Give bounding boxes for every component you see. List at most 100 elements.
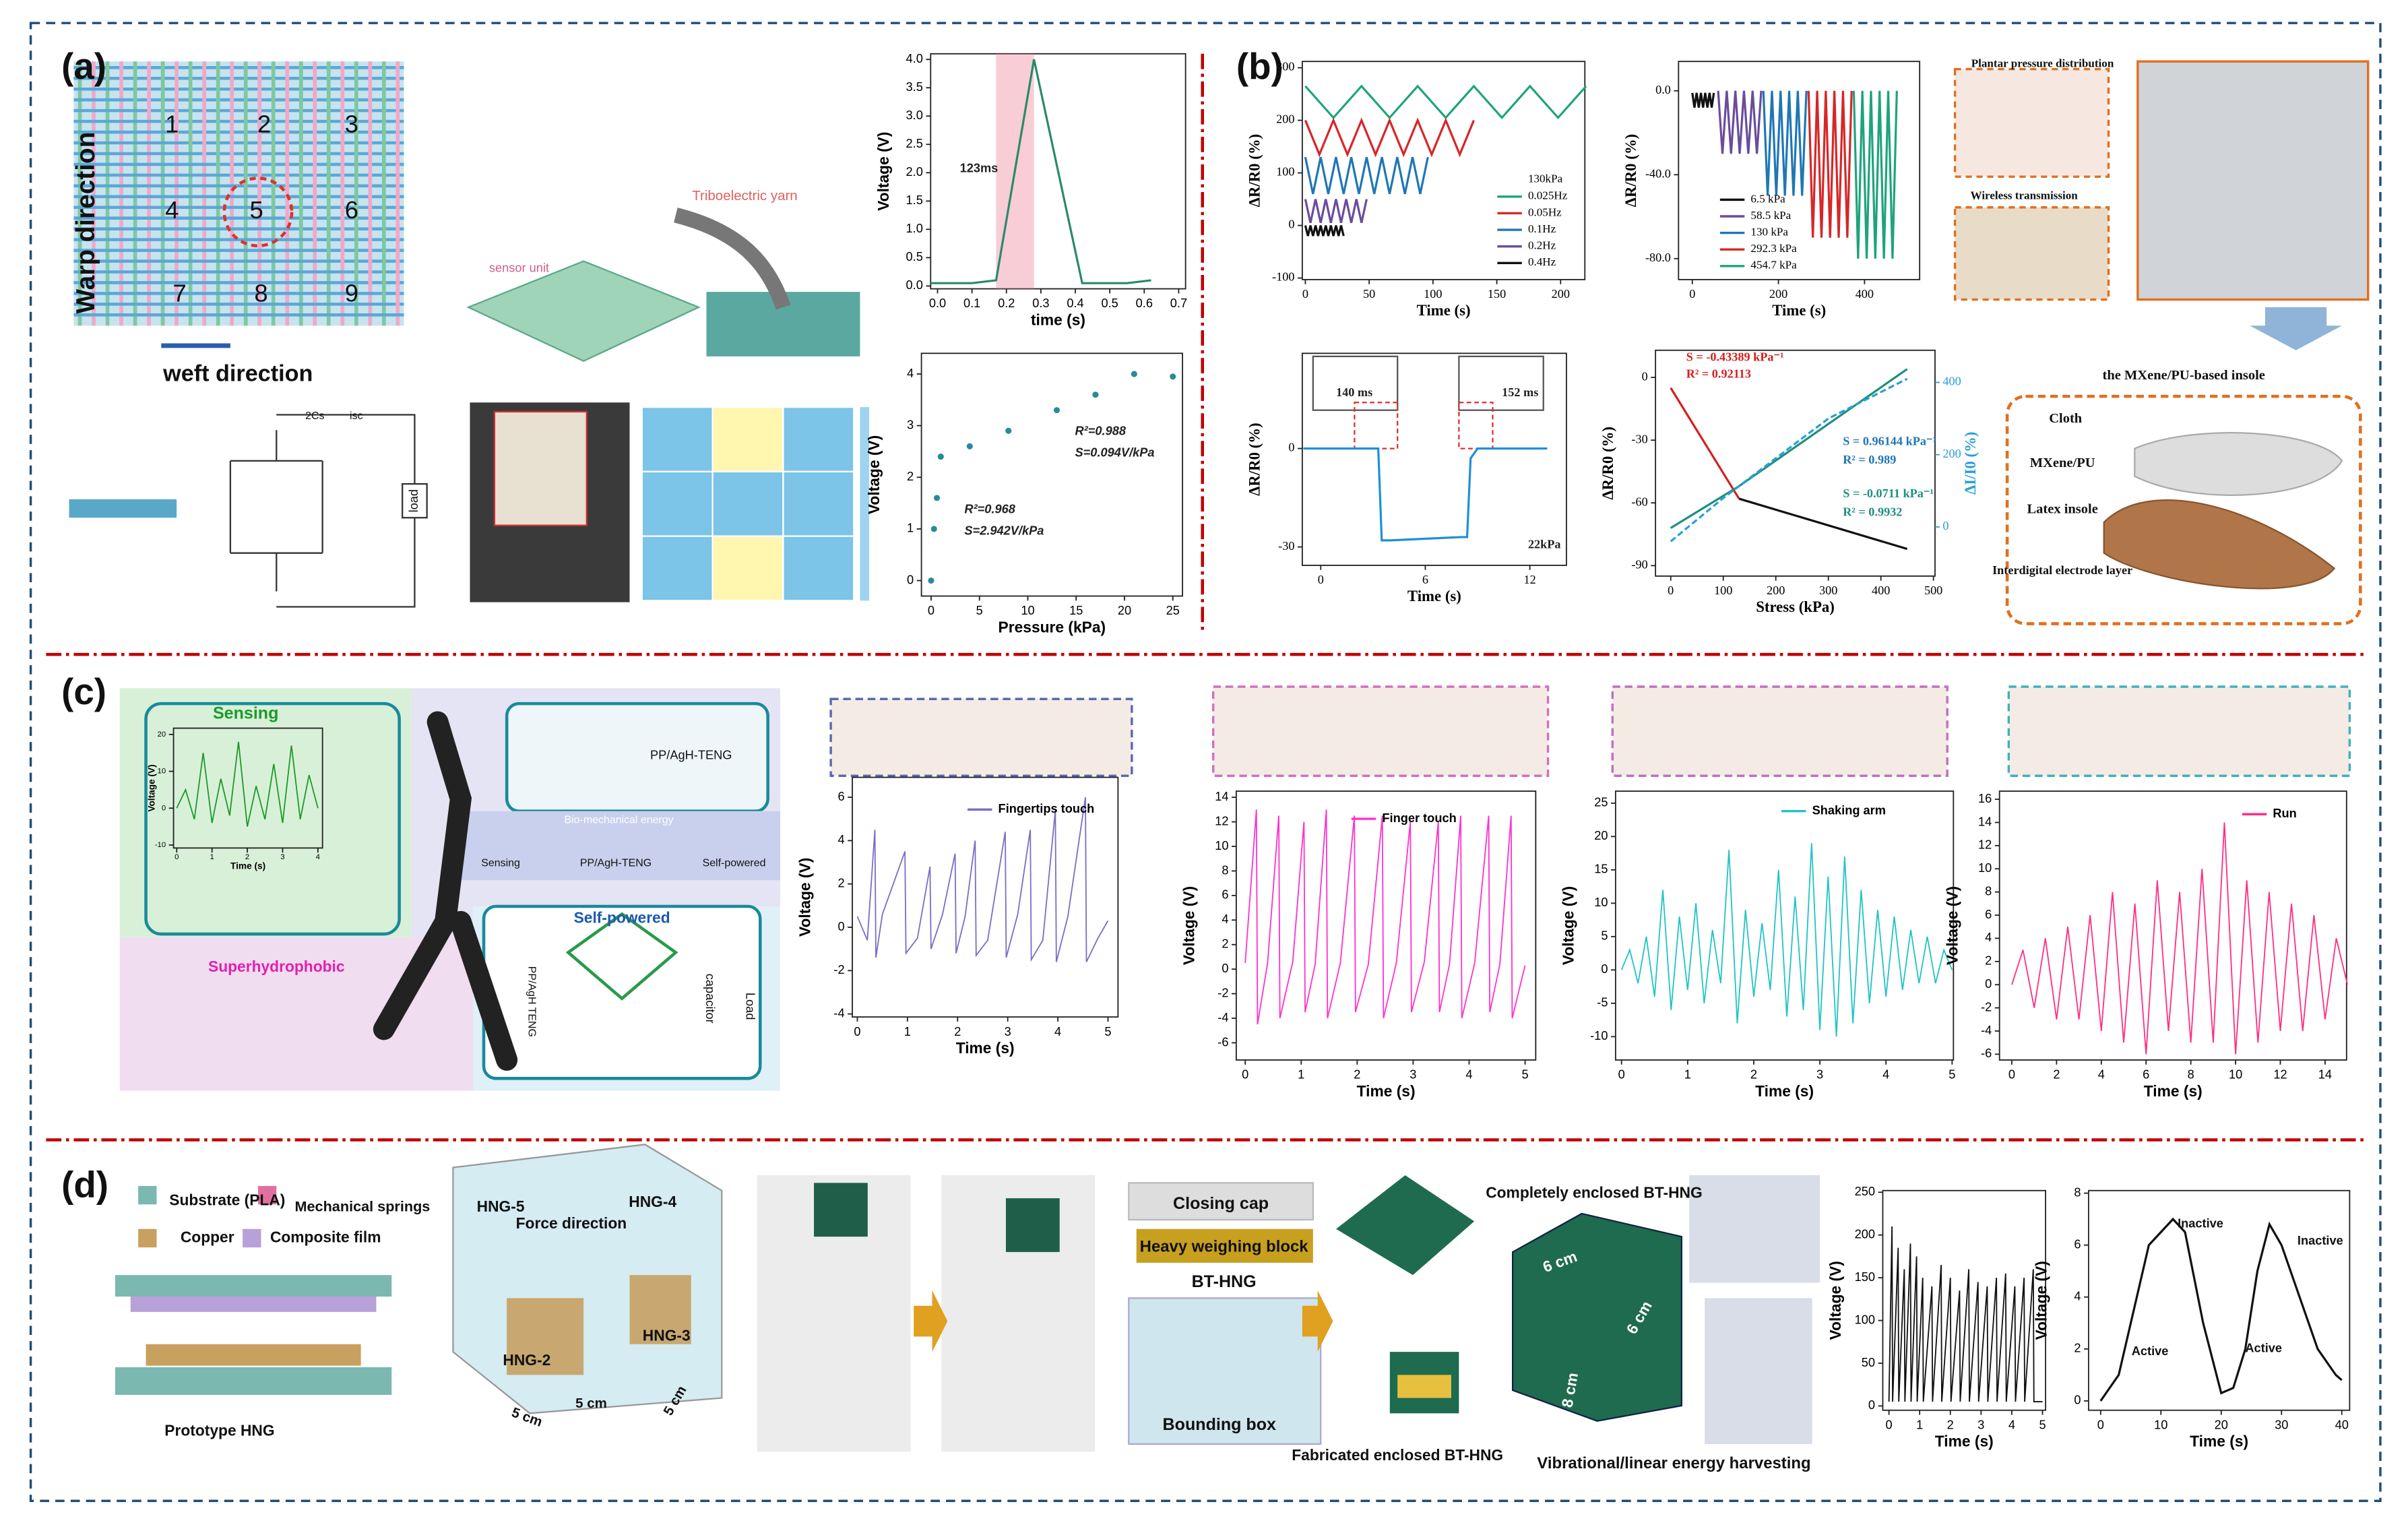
y-tick-label: 10: [1215, 838, 1228, 852]
shape: [1689, 1175, 1820, 1283]
x-tick-label: 20: [1118, 603, 1131, 617]
plot-frame: [1235, 790, 1537, 1061]
y-tick-label: 1.0: [906, 221, 923, 235]
annotation: S = 0.96144 kPa⁻¹: [1843, 435, 1936, 448]
shape: [115, 1275, 392, 1297]
y-tick-label: 0: [1985, 976, 1992, 991]
legend-label: 58.5 kPa: [1750, 209, 1791, 222]
y-axis-label: Voltage (V): [146, 764, 156, 811]
x-tick-label: 200: [1767, 584, 1785, 597]
shape: [69, 499, 177, 518]
y-tick-label: -6: [1981, 1046, 1992, 1060]
y-tick-label: 10: [1594, 895, 1608, 909]
y-tick-label: 6: [837, 789, 844, 803]
y-tick-label: 0: [162, 804, 166, 812]
x-tick-label: 8: [2188, 1067, 2194, 1082]
y-tick-label: 2: [1985, 954, 1992, 968]
x-tick-label: 3: [1409, 1067, 1416, 1082]
y-tick-label: 4: [907, 366, 914, 380]
shape: [138, 1185, 157, 1205]
shape: [782, 535, 855, 602]
shape: [629, 1275, 691, 1344]
shape: [641, 535, 714, 602]
y-tick-label: 6: [2074, 1237, 2081, 1251]
label: isc: [350, 410, 363, 422]
x-tick-label: 150: [1488, 287, 1506, 301]
point: [1170, 373, 1176, 380]
x-tick-label: 15: [1069, 603, 1083, 617]
down-arrow: [2250, 307, 2342, 350]
label: HNG-4: [629, 1193, 676, 1210]
label: Sensing: [213, 704, 278, 723]
x-tick-label: 0: [1886, 1417, 1893, 1431]
shape: [144, 702, 401, 936]
label: PP/AgH TENG: [526, 966, 537, 1037]
series-line: [1620, 843, 1953, 1037]
label: 7: [173, 279, 187, 307]
x-tick-label: 6: [1422, 573, 1428, 586]
label: Force direction: [516, 1214, 627, 1232]
series-line: [2011, 822, 2349, 1055]
panel-label: (b): [1236, 45, 1284, 87]
y-tick-label: -6: [1217, 1034, 1228, 1049]
y-tick-label: 25: [1594, 795, 1608, 809]
label: 6: [345, 196, 358, 224]
y-tick-label: 4: [837, 832, 844, 846]
y2-tick-label: 400: [1942, 375, 1961, 388]
plot-frame: [1655, 349, 1936, 577]
series-line: [1304, 156, 1429, 195]
y-tick-label: 12: [1215, 813, 1228, 828]
x-tick-label: 30: [2275, 1417, 2288, 1431]
y-tick-label: -10: [155, 841, 166, 849]
x-tick-label: 0: [854, 1024, 860, 1038]
x-tick-label: 2: [245, 853, 249, 861]
y-tick-label: 300: [1276, 60, 1294, 73]
x-tick-label: 1: [1916, 1417, 1923, 1431]
series-line: [1852, 90, 1898, 259]
y-tick-label: 2.5: [906, 136, 923, 150]
legend-label: 6.5 kPa: [1750, 192, 1785, 205]
label: HNG-5: [477, 1197, 525, 1215]
annotation: Inactive: [2298, 1233, 2343, 1247]
x-tick-label: 0.2: [998, 296, 1015, 310]
x-tick-label: 0.3: [1032, 296, 1049, 310]
x-tick-label: 0.1: [963, 296, 980, 310]
y-tick-label: 0: [1288, 441, 1294, 454]
y-axis-label: Voltage (V): [865, 435, 883, 514]
y-tick-label: 4.0: [906, 51, 923, 65]
x-tick-label: 4: [1882, 1067, 1889, 1082]
panel-label: (d): [61, 1164, 108, 1206]
annotation: Inactive: [2178, 1216, 2223, 1230]
annotation: 123ms: [960, 161, 999, 175]
label: 2: [257, 111, 271, 138]
legend-label: Finger touch: [1382, 811, 1456, 825]
x-tick-label: 0.5: [1101, 296, 1118, 310]
label: Composite film: [270, 1228, 381, 1245]
plot-frame: [1301, 61, 1586, 280]
x-tick-label: 5: [1104, 1024, 1111, 1038]
label: BT-HNG: [1192, 1272, 1257, 1291]
series-line: [1304, 84, 1587, 120]
y-axis-label: Voltage (V): [796, 858, 814, 937]
shape: [860, 407, 870, 601]
label: capacitor: [703, 974, 718, 1024]
label: Completely enclosed BT-HNG: [1486, 1183, 1703, 1201]
y-tick-label: 15: [1594, 862, 1608, 876]
series-line: [2099, 1217, 2343, 1402]
x-tick-label: 5: [976, 603, 983, 617]
y-axis-label: ΔR/R0 (%): [1622, 134, 1639, 208]
label: Cloth: [2049, 411, 2083, 426]
y-tick-label: -2: [833, 962, 844, 976]
series-line: [1304, 225, 1345, 237]
cube: [1512, 1212, 1683, 1422]
y-tick-label: -30: [1631, 432, 1647, 445]
x-tick-label: 10: [2229, 1067, 2242, 1082]
series-line: [1670, 377, 1908, 542]
y-tick-label: 20: [1594, 828, 1608, 842]
y-tick-label: 8: [1222, 863, 1228, 877]
x-tick-label: 400: [1872, 584, 1890, 597]
x-tick-label: 0: [2008, 1067, 2015, 1082]
annotation: S=0.094V/kPa: [1075, 445, 1155, 459]
y-tick-label: -100: [1272, 270, 1294, 284]
label: Interdigital electrode layer: [1992, 563, 2132, 577]
